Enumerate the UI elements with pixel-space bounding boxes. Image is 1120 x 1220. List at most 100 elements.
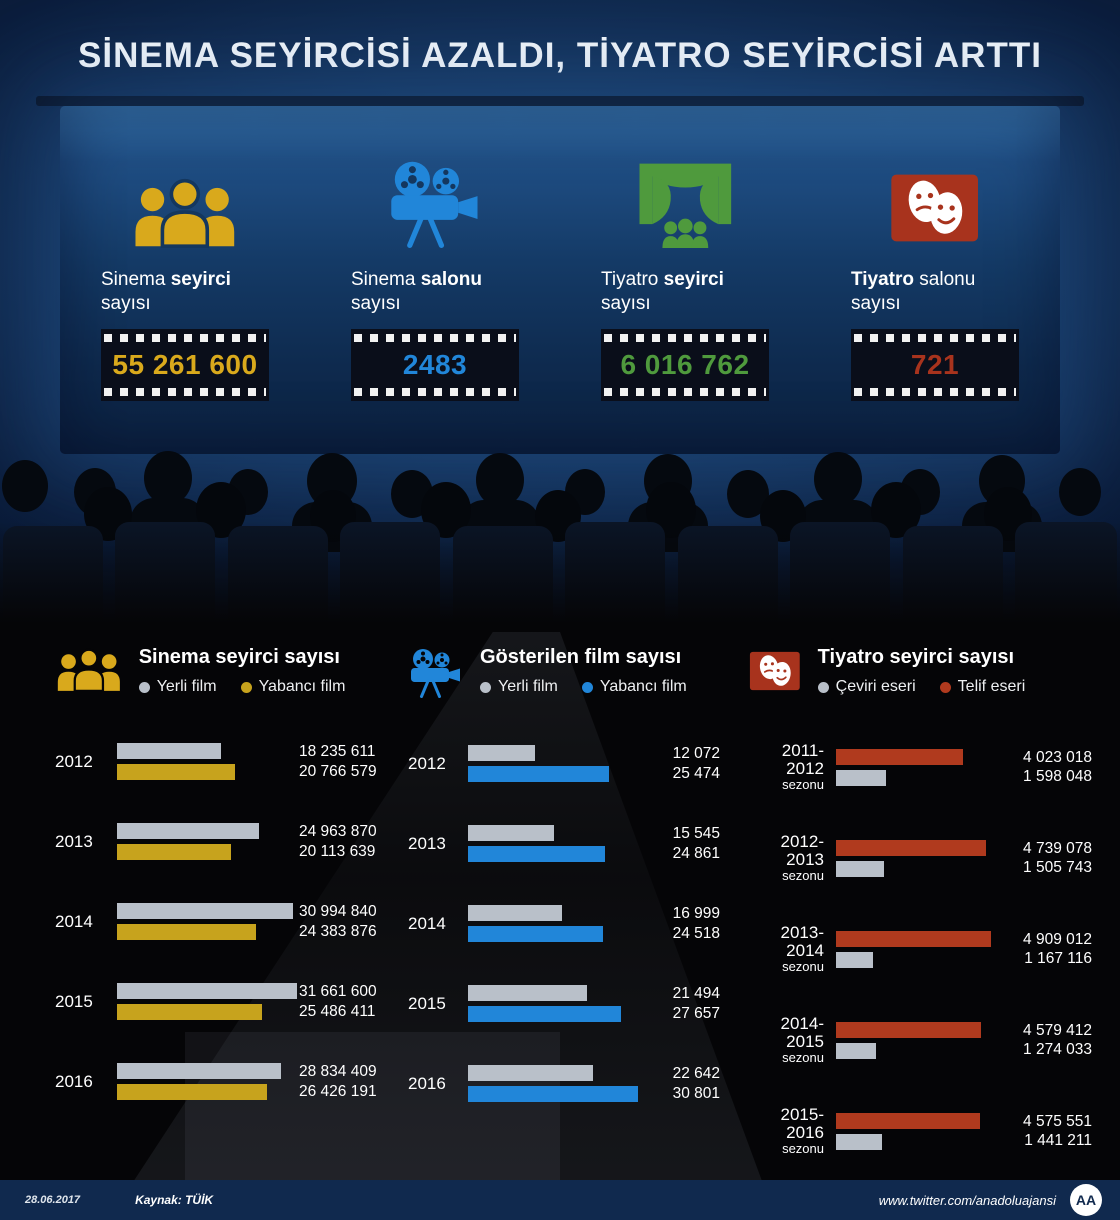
audience-icon <box>131 156 239 248</box>
stat-label-part: salonu <box>420 269 482 290</box>
yerli-film-bar <box>117 903 293 919</box>
chart-header: Gösterilen film sayısı Yerli film Yabancı … <box>408 646 720 698</box>
ceviri-eseri-bar <box>836 951 873 968</box>
stat-label-part: Tiyatro <box>601 269 664 290</box>
legend-item: Yerli film <box>480 678 558 696</box>
value-labels: 4 739 078 1 505 743 <box>1006 839 1092 878</box>
value-label: 4 579 412 <box>1023 1021 1092 1039</box>
chart-cinema-audience: Sinema seyirci sayısı Yerli film Yabancı f… <box>55 646 395 1101</box>
legend-dot <box>939 681 951 693</box>
stat-label: Sinema seyirci sayısı <box>101 268 269 316</box>
stat-label-line1: Tiyatro salonu <box>851 268 1019 292</box>
twitter-url: www.twitter.com/anadoluajansi <box>878 1192 1056 1208</box>
category-text: 2011-2012 <box>781 741 824 778</box>
legend-label: Yerli film <box>156 678 217 695</box>
yabanci-film-bar <box>468 766 609 782</box>
category-label: 2012 <box>55 752 105 771</box>
value-label: 1 505 743 <box>1023 859 1092 876</box>
value-label: 24 383 876 <box>299 922 377 940</box>
stat-value-box: 55 261 600 <box>101 329 269 401</box>
bar-group <box>468 905 656 942</box>
chart-title: Sinema seyirci sayısı <box>138 646 340 668</box>
bar-group <box>117 983 299 1020</box>
telif-eseri-bar <box>836 839 986 856</box>
stat-label-line2: sayısı <box>851 293 901 314</box>
value-label: 4 023 018 <box>1023 748 1092 766</box>
value-label: 31 661 600 <box>299 983 377 1000</box>
cinema-screen: Sinema seyirci sayısı 55 261 600 Sinema sa… <box>60 106 1060 454</box>
stat-card: Tiyatro seyirci sayısı 6 016 762 <box>560 156 810 401</box>
stat-label-line2: sayısı <box>351 293 401 314</box>
chart-rows: 2012 12 072 25 474 2013 15 545 24 861 2014 16 9… <box>408 744 720 1103</box>
category-text: 2016 <box>55 1071 93 1091</box>
yabanci-film-bar <box>117 764 235 780</box>
chart-row: 2013-2014 sezonu 4 909 012 1 167 116 <box>748 924 1092 974</box>
chart-row: 2014-2015 sezonu 4 579 412 1 274 033 <box>748 1015 1092 1065</box>
yabanci-film-bar <box>117 1004 262 1020</box>
value-labels: 16 999 24 518 <box>656 904 720 943</box>
stat-label-part: seyirci <box>663 269 724 290</box>
footer: 28.06.2017 Kaynak: TÜİK www.twitter.com/… <box>0 1180 1120 1220</box>
category-text: 2012-2013 <box>780 832 824 869</box>
category-label: 2015 <box>408 994 456 1013</box>
value-labels: 18 235 611 20 766 579 <box>299 742 395 781</box>
yerli-film-bar <box>117 983 297 999</box>
aa-logo-text: AA <box>1075 1192 1097 1208</box>
audience-silhouette <box>2 451 1117 632</box>
masks-icon <box>888 156 981 248</box>
stat-label: Tiyatro salonu sayısı <box>851 268 1019 316</box>
chart-title: Gösterilen film sayısı <box>480 646 682 668</box>
chart-row: 2013 15 545 24 861 <box>408 824 720 863</box>
legend-dot <box>138 681 150 693</box>
legend-label: Yabancı film <box>258 678 346 695</box>
category-label: 2012-2013 sezonu <box>748 833 824 883</box>
yerli-film-bar <box>468 825 554 841</box>
stat-label: Sinema salonu sayısı <box>351 268 519 316</box>
bar-group <box>836 839 1006 877</box>
legend-label: Yabancı film <box>599 678 687 695</box>
value-label: 22 642 <box>672 1065 720 1082</box>
value-labels: 30 994 840 24 383 876 <box>299 902 395 941</box>
legend-dot <box>240 681 252 693</box>
charts-section: Sinema seyirci sayısı Yerli film Yabancı f… <box>0 632 1120 1180</box>
chart-row: 2015 21 494 27 657 <box>408 984 720 1023</box>
telif-eseri-bar <box>836 748 963 765</box>
projector-icon <box>408 648 464 698</box>
value-label: 4 575 551 <box>1023 1112 1092 1130</box>
category-label: 2015-2016 sezonu <box>748 1106 824 1156</box>
value-label: 28 834 409 <box>299 1063 377 1080</box>
stage-icon <box>634 156 737 248</box>
chart-head-text: Gösterilen film sayısı Yerli film Yabancı … <box>480 646 687 696</box>
stat-label-part: seyirci <box>170 269 231 290</box>
screen-frame <box>36 96 1084 106</box>
value-label: 20 113 639 <box>299 842 376 860</box>
legend-label: Telif eseri <box>957 678 1026 695</box>
chart-legend: Yerli film Yabancı film <box>138 678 346 696</box>
stat-card: Tiyatro salonu sayısı 721 <box>810 156 1060 401</box>
chart-row: 2016 28 834 409 26 426 191 <box>55 1062 395 1101</box>
category-label: 2011-2012 sezonu <box>748 742 824 792</box>
yabanci-film-bar <box>468 1006 621 1022</box>
category-text: 2014 <box>408 913 446 933</box>
telif-eseri-bar <box>836 1112 980 1129</box>
bar-group <box>836 1021 1006 1059</box>
value-label: 1 274 033 <box>1023 1041 1092 1058</box>
stat-value: 721 <box>910 349 960 380</box>
stat-value-box: 721 <box>851 329 1019 401</box>
value-label: 1 598 048 <box>1023 768 1092 785</box>
category-text: 2014 <box>55 911 93 931</box>
chart-row: 2012 12 072 25 474 <box>408 744 720 783</box>
value-labels: 31 661 600 25 486 411 <box>299 982 395 1021</box>
yerli-film-bar <box>468 985 587 1001</box>
stat-label-line2: sayısı <box>601 293 651 314</box>
stat-card: Sinema seyirci sayısı 55 261 600 <box>60 156 310 401</box>
category-label: 2014 <box>55 911 105 931</box>
yerli-film-bar <box>117 823 259 839</box>
bar-group <box>117 823 299 860</box>
value-labels: 15 545 24 861 <box>656 824 720 863</box>
chart-rows: 2011-2012 sezonu 4 023 018 1 598 048 2012-20… <box>748 742 1092 1156</box>
bar-group <box>117 903 299 940</box>
projector-icon <box>386 156 485 248</box>
category-subtext: sezonu <box>782 868 824 883</box>
